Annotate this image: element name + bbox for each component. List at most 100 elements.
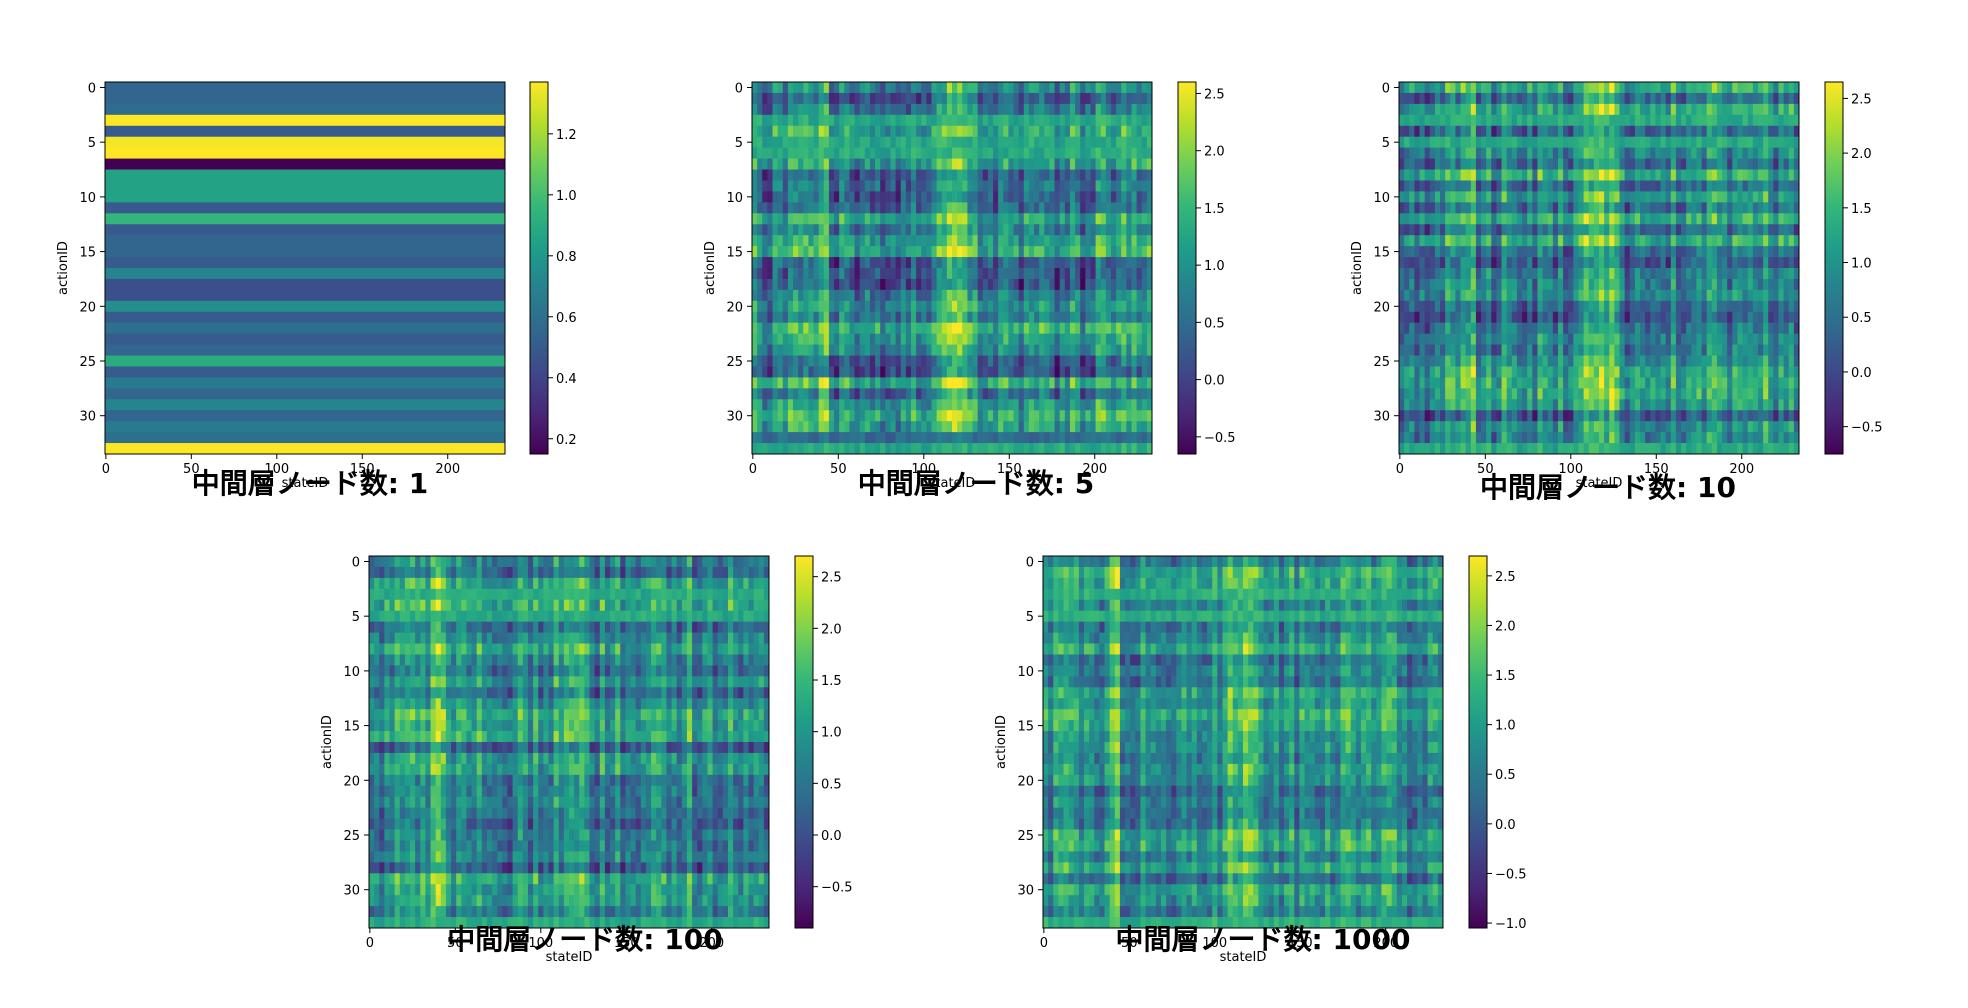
heatmap-cell	[813, 300, 820, 313]
heatmap-cell	[900, 311, 907, 324]
heatmap-cell	[1409, 136, 1415, 149]
heatmap-cell	[1054, 169, 1061, 181]
heatmap-cell	[1044, 246, 1050, 258]
heatmap-cell	[1049, 169, 1055, 181]
heatmap-cell	[936, 235, 943, 247]
heatmap-cell	[1588, 147, 1595, 159]
heatmap-cell	[1080, 432, 1086, 444]
heatmap-cell	[1008, 366, 1014, 378]
heatmap-cell	[1141, 158, 1148, 170]
heatmap-cell	[1064, 169, 1071, 181]
heatmap-cell	[1599, 180, 1605, 192]
heatmap-cell	[1675, 158, 1682, 170]
heatmap-cell	[1126, 333, 1132, 345]
heatmap-cell	[1660, 114, 1667, 127]
heatmap-cell	[1008, 147, 1014, 159]
heatmap-cell	[967, 147, 973, 159]
heatmap-cell	[869, 388, 876, 400]
heatmap-cell	[1034, 311, 1040, 324]
heatmap-cell	[1424, 169, 1431, 181]
heatmap-cell	[905, 268, 912, 280]
heatmap-cell	[916, 268, 922, 280]
heatmap-cell	[952, 202, 958, 214]
heatmap-cell	[849, 235, 855, 247]
heatmap-cell	[1440, 202, 1446, 214]
heatmap-cell	[1496, 169, 1502, 181]
heatmap-cell	[1054, 278, 1061, 291]
heatmap-cell	[1578, 125, 1585, 138]
heatmap-cell	[854, 421, 861, 433]
heatmap-cell	[1650, 169, 1656, 181]
heatmap-cell	[1105, 92, 1112, 105]
heatmap-cell	[782, 355, 789, 367]
heatmap-cell	[1460, 82, 1467, 94]
heatmap-cell	[1475, 235, 1482, 247]
heatmap-cell	[793, 246, 799, 258]
heatmap-cell	[967, 224, 973, 236]
heatmap-cell	[1075, 399, 1081, 411]
heatmap-cell	[941, 103, 948, 116]
heatmap-cell	[1034, 278, 1040, 291]
heatmap-cell	[834, 125, 840, 138]
heatmap-cell	[972, 125, 979, 138]
heatmap-cell	[1537, 224, 1543, 236]
heatmap-cell	[1455, 103, 1461, 116]
heatmap-cell	[1049, 355, 1055, 367]
heatmap-cell	[1044, 202, 1050, 214]
heatmap-cell	[1634, 92, 1641, 105]
heatmap-cell	[987, 125, 994, 138]
heatmap-cell	[931, 103, 938, 116]
heatmap-cell	[1034, 421, 1040, 433]
heatmap-cell	[1706, 246, 1713, 258]
heatmap-cell	[767, 125, 773, 138]
heatmap-cell	[1491, 82, 1497, 94]
heatmap-cell	[1100, 147, 1107, 159]
heatmap-cell	[1075, 289, 1081, 302]
heatmap-cell	[767, 213, 773, 225]
heatmap-cell	[993, 224, 999, 236]
heatmap-cell	[1034, 202, 1040, 214]
heatmap-cell	[828, 421, 835, 433]
heatmap-cell	[931, 202, 938, 214]
heatmap-cell	[1095, 235, 1102, 247]
heatmap-cell	[890, 136, 896, 149]
heatmap-cell	[1496, 147, 1502, 159]
heatmap-cell	[864, 246, 871, 258]
heatmap-cell	[844, 268, 850, 280]
heatmap-cell	[936, 147, 943, 159]
heatmap-cell	[859, 202, 866, 214]
heatmap-cell	[757, 235, 763, 247]
heatmap-cell	[936, 136, 943, 149]
heatmap-cell	[1686, 114, 1692, 127]
heatmap-cell	[1634, 235, 1641, 247]
heatmap-cell	[1044, 169, 1050, 181]
heatmap-cell	[1716, 213, 1723, 225]
heatmap-cell	[1059, 147, 1066, 159]
heatmap-cell	[762, 257, 768, 269]
heatmap-cell	[1049, 235, 1055, 247]
heatmap-cell	[767, 311, 773, 324]
heatmap-cell	[910, 82, 917, 94]
heatmap-cell	[1018, 333, 1025, 345]
heatmap-cell	[931, 147, 938, 159]
heatmap-cell	[1527, 136, 1533, 149]
heatmap-cell	[967, 169, 973, 181]
heatmap-cell	[808, 322, 814, 335]
heatmap-cell	[1105, 125, 1112, 138]
heatmap-cell	[1105, 388, 1112, 400]
plot-frame	[751, 81, 1153, 455]
heatmap-cell	[1793, 103, 1800, 116]
heatmap-cell	[834, 235, 840, 247]
heatmap-cell	[1665, 235, 1672, 247]
heatmap-cell	[1126, 410, 1132, 422]
heatmap-cell	[834, 82, 840, 94]
heatmap-cell	[757, 158, 763, 170]
heatmap-cell	[1059, 158, 1066, 170]
heatmap-cell	[803, 180, 809, 192]
heatmap-cell	[1486, 125, 1492, 138]
heatmap-cell	[787, 136, 794, 149]
heatmap-cell	[1419, 147, 1426, 159]
heatmap-cell	[1121, 158, 1127, 170]
heatmap-cell	[808, 169, 814, 181]
heatmap-cell	[1121, 300, 1127, 313]
